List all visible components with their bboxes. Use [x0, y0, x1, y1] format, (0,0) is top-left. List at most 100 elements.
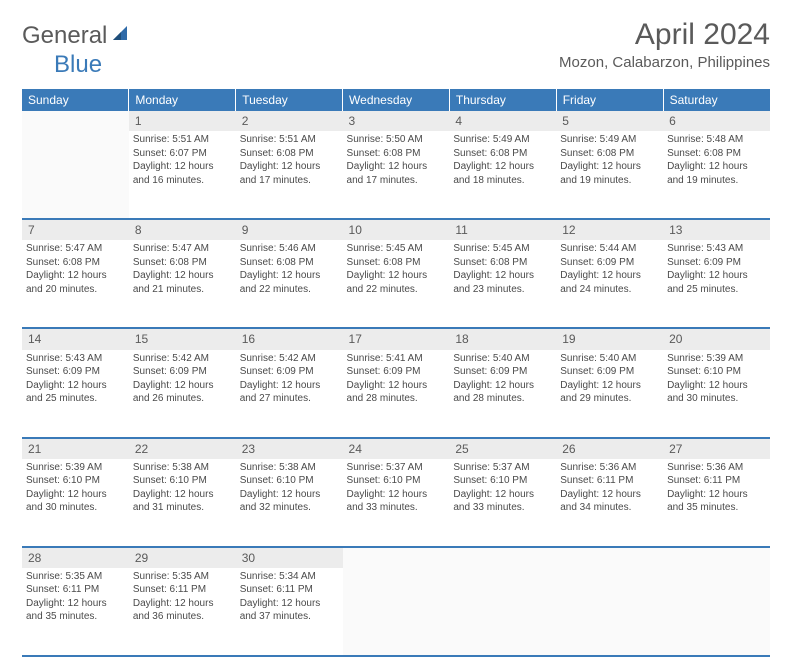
calendar-cell: Sunrise: 5:51 AMSunset: 6:08 PMDaylight:…	[236, 131, 343, 219]
sunset-text: Sunset: 6:10 PM	[133, 474, 232, 488]
calendar-cell: Sunrise: 5:38 AMSunset: 6:10 PMDaylight:…	[129, 459, 236, 547]
sunrise-text: Sunrise: 5:47 AM	[26, 242, 125, 256]
day-number: 18	[449, 328, 556, 349]
daylight-text-2: and 25 minutes.	[26, 392, 125, 406]
daylight-text-1: Daylight: 12 hours	[560, 488, 659, 502]
day-number: 26	[556, 438, 663, 459]
daylight-text-2: and 35 minutes.	[26, 610, 125, 624]
sunrise-text: Sunrise: 5:49 AM	[453, 133, 552, 147]
sunrise-text: Sunrise: 5:41 AM	[347, 352, 446, 366]
sunrise-text: Sunrise: 5:35 AM	[133, 570, 232, 584]
sunset-text: Sunset: 6:08 PM	[560, 147, 659, 161]
daylight-text-1: Daylight: 12 hours	[240, 379, 339, 393]
calendar-cell: Sunrise: 5:43 AMSunset: 6:09 PMDaylight:…	[22, 350, 129, 438]
day-number: 19	[556, 328, 663, 349]
calendar-cell: Sunrise: 5:45 AMSunset: 6:08 PMDaylight:…	[449, 240, 556, 328]
daylight-text-1: Daylight: 12 hours	[133, 597, 232, 611]
weekday-header: Saturday	[663, 89, 770, 111]
calendar-table: Sunday Monday Tuesday Wednesday Thursday…	[22, 89, 770, 657]
sunrise-text: Sunrise: 5:35 AM	[26, 570, 125, 584]
daylight-text-1: Daylight: 12 hours	[26, 379, 125, 393]
daylight-text-1: Daylight: 12 hours	[347, 269, 446, 283]
day-number: 29	[129, 547, 236, 568]
day-number	[663, 547, 770, 568]
daylight-text-2: and 17 minutes.	[347, 174, 446, 188]
daylight-text-2: and 27 minutes.	[240, 392, 339, 406]
calendar-cell: Sunrise: 5:36 AMSunset: 6:11 PMDaylight:…	[556, 459, 663, 547]
day-number: 22	[129, 438, 236, 459]
daylight-text-1: Daylight: 12 hours	[560, 269, 659, 283]
daylight-text-1: Daylight: 12 hours	[560, 160, 659, 174]
sunrise-text: Sunrise: 5:37 AM	[347, 461, 446, 475]
day-number: 10	[343, 219, 450, 240]
daylight-text-2: and 23 minutes.	[453, 283, 552, 297]
day-number: 20	[663, 328, 770, 349]
calendar-cell: Sunrise: 5:40 AMSunset: 6:09 PMDaylight:…	[449, 350, 556, 438]
daylight-text-2: and 17 minutes.	[240, 174, 339, 188]
daylight-text-2: and 29 minutes.	[560, 392, 659, 406]
sunset-text: Sunset: 6:11 PM	[667, 474, 766, 488]
daylight-text-1: Daylight: 12 hours	[347, 160, 446, 174]
day-number: 17	[343, 328, 450, 349]
sunset-text: Sunset: 6:10 PM	[347, 474, 446, 488]
sunrise-text: Sunrise: 5:45 AM	[347, 242, 446, 256]
sunrise-text: Sunrise: 5:37 AM	[453, 461, 552, 475]
daylight-text-2: and 16 minutes.	[133, 174, 232, 188]
calendar-cell: Sunrise: 5:37 AMSunset: 6:10 PMDaylight:…	[449, 459, 556, 547]
day-number: 12	[556, 219, 663, 240]
day-number-row: 14151617181920	[22, 328, 770, 349]
daylight-text-1: Daylight: 12 hours	[240, 488, 339, 502]
sunrise-text: Sunrise: 5:38 AM	[240, 461, 339, 475]
sunrise-text: Sunrise: 5:47 AM	[133, 242, 232, 256]
day-number: 5	[556, 111, 663, 131]
daylight-text-1: Daylight: 12 hours	[240, 597, 339, 611]
daylight-text-2: and 28 minutes.	[453, 392, 552, 406]
sunrise-text: Sunrise: 5:49 AM	[560, 133, 659, 147]
weekday-header: Wednesday	[343, 89, 450, 111]
daylight-text-2: and 19 minutes.	[560, 174, 659, 188]
sunrise-text: Sunrise: 5:39 AM	[26, 461, 125, 475]
sunrise-text: Sunrise: 5:43 AM	[667, 242, 766, 256]
sunrise-text: Sunrise: 5:40 AM	[453, 352, 552, 366]
day-number: 4	[449, 111, 556, 131]
day-number: 16	[236, 328, 343, 349]
sunrise-text: Sunrise: 5:50 AM	[347, 133, 446, 147]
sunrise-text: Sunrise: 5:48 AM	[667, 133, 766, 147]
calendar-cell: Sunrise: 5:43 AMSunset: 6:09 PMDaylight:…	[663, 240, 770, 328]
calendar-header-row: Sunday Monday Tuesday Wednesday Thursday…	[22, 89, 770, 111]
daylight-text-1: Daylight: 12 hours	[26, 488, 125, 502]
daylight-text-1: Daylight: 12 hours	[347, 488, 446, 502]
daylight-text-2: and 34 minutes.	[560, 501, 659, 515]
calendar-week-row: Sunrise: 5:39 AMSunset: 6:10 PMDaylight:…	[22, 459, 770, 547]
sunset-text: Sunset: 6:08 PM	[240, 147, 339, 161]
sunset-text: Sunset: 6:08 PM	[240, 256, 339, 270]
daylight-text-2: and 30 minutes.	[667, 392, 766, 406]
day-number: 9	[236, 219, 343, 240]
sunset-text: Sunset: 6:09 PM	[667, 256, 766, 270]
daylight-text-2: and 33 minutes.	[453, 501, 552, 515]
sunset-text: Sunset: 6:08 PM	[453, 147, 552, 161]
sunrise-text: Sunrise: 5:38 AM	[133, 461, 232, 475]
calendar-cell: Sunrise: 5:40 AMSunset: 6:09 PMDaylight:…	[556, 350, 663, 438]
sunrise-text: Sunrise: 5:51 AM	[240, 133, 339, 147]
day-number: 6	[663, 111, 770, 131]
weekday-header: Friday	[556, 89, 663, 111]
day-number-row: 282930	[22, 547, 770, 568]
daylight-text-2: and 30 minutes.	[26, 501, 125, 515]
daylight-text-2: and 20 minutes.	[26, 283, 125, 297]
daylight-text-1: Daylight: 12 hours	[453, 379, 552, 393]
calendar-cell: Sunrise: 5:39 AMSunset: 6:10 PMDaylight:…	[663, 350, 770, 438]
daylight-text-1: Daylight: 12 hours	[560, 379, 659, 393]
day-number: 24	[343, 438, 450, 459]
daylight-text-2: and 22 minutes.	[240, 283, 339, 297]
daylight-text-2: and 22 minutes.	[347, 283, 446, 297]
calendar-cell: Sunrise: 5:41 AMSunset: 6:09 PMDaylight:…	[343, 350, 450, 438]
day-number: 8	[129, 219, 236, 240]
daylight-text-2: and 28 minutes.	[347, 392, 446, 406]
sunset-text: Sunset: 6:10 PM	[453, 474, 552, 488]
daylight-text-2: and 18 minutes.	[453, 174, 552, 188]
logo-text-general: General	[22, 22, 107, 50]
sunrise-text: Sunrise: 5:46 AM	[240, 242, 339, 256]
daylight-text-2: and 32 minutes.	[240, 501, 339, 515]
sunset-text: Sunset: 6:10 PM	[667, 365, 766, 379]
